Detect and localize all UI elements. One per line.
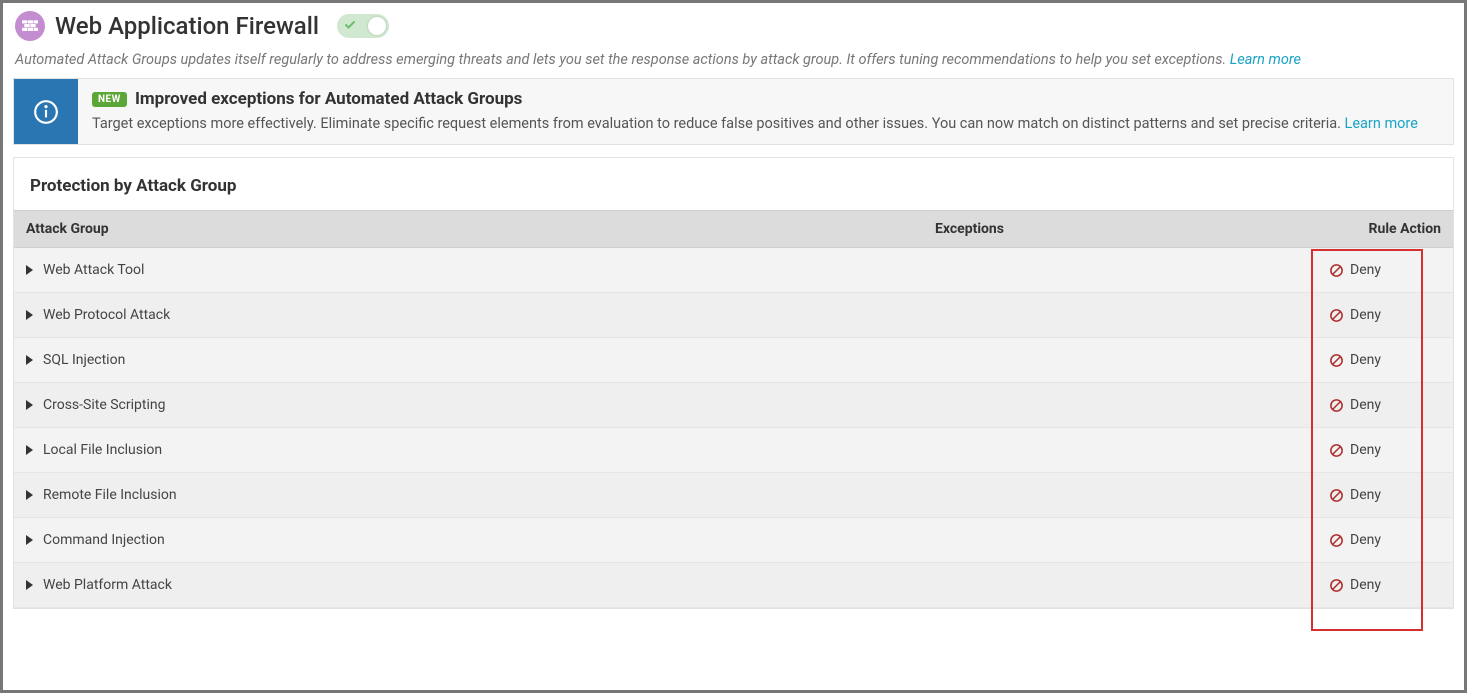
cell-attack-group: Remote File Inclusion (14, 473, 923, 517)
cell-rule-action[interactable]: Deny (1323, 473, 1453, 517)
deny-icon (1329, 353, 1344, 368)
check-icon (344, 19, 356, 35)
cell-attack-group: Command Injection (14, 518, 923, 562)
table-row[interactable]: Local File Inclusion Deny (14, 428, 1453, 473)
attack-group-panel: Protection by Attack Group Attack Group … (13, 157, 1454, 609)
attack-group-name: Web Attack Tool (43, 262, 144, 278)
cell-attack-group: SQL Injection (14, 338, 923, 382)
expand-caret-icon[interactable] (26, 580, 33, 590)
cell-exceptions (923, 346, 1323, 374)
table-header: Attack Group Exceptions Rule Action (14, 210, 1453, 248)
deny-icon (1329, 263, 1344, 278)
cell-exceptions (923, 571, 1323, 599)
table-row[interactable]: Cross-Site Scripting Deny (14, 383, 1453, 428)
rule-action-label: Deny (1350, 487, 1381, 503)
rule-action-label: Deny (1350, 262, 1381, 278)
page-subtext: Automated Attack Groups updates itself r… (3, 45, 1464, 78)
cell-rule-action[interactable]: Deny (1323, 338, 1453, 382)
page-header: Web Application Firewall (3, 11, 1464, 45)
page-title: Web Application Firewall (55, 12, 319, 40)
col-attack-group: Attack Group (14, 211, 923, 247)
cell-attack-group: Cross-Site Scripting (14, 383, 923, 427)
cell-rule-action[interactable]: Deny (1323, 383, 1453, 427)
banner-body: NEW Improved exceptions for Automated At… (78, 79, 1453, 144)
learn-more-link[interactable]: Learn more (1230, 51, 1301, 68)
cell-rule-action[interactable]: Deny (1323, 293, 1453, 337)
cell-exceptions (923, 301, 1323, 329)
expand-caret-icon[interactable] (26, 400, 33, 410)
expand-caret-icon[interactable] (26, 265, 33, 275)
cell-attack-group: Web Attack Tool (14, 248, 923, 292)
attack-group-name: Web Platform Attack (43, 577, 172, 593)
attack-group-name: Web Protocol Attack (43, 307, 170, 323)
table-row[interactable]: Web Protocol Attack Deny (14, 293, 1453, 338)
cell-exceptions (923, 481, 1323, 509)
cell-rule-action[interactable]: Deny (1323, 428, 1453, 472)
subtext-body: Automated Attack Groups updates itself r… (15, 51, 1230, 68)
rule-action-label: Deny (1350, 397, 1381, 413)
expand-caret-icon[interactable] (26, 490, 33, 500)
rule-action-label: Deny (1350, 352, 1381, 368)
table-body: Web Attack Tool Deny Web Protocol Attack De… (14, 248, 1453, 608)
cell-exceptions (923, 526, 1323, 554)
rule-action-label: Deny (1350, 307, 1381, 323)
cell-attack-group: Web Platform Attack (14, 563, 923, 607)
cell-exceptions (923, 256, 1323, 284)
new-badge: NEW (92, 92, 127, 107)
table-row[interactable]: Web Platform Attack Deny (14, 563, 1453, 608)
panel-heading: Protection by Attack Group (14, 158, 1453, 210)
cell-rule-action[interactable]: Deny (1323, 563, 1453, 607)
cell-attack-group: Local File Inclusion (14, 428, 923, 472)
attack-group-name: Command Injection (43, 532, 165, 548)
cell-rule-action[interactable]: Deny (1323, 248, 1453, 292)
expand-caret-icon[interactable] (26, 310, 33, 320)
table-row[interactable]: Remote File Inclusion Deny (14, 473, 1453, 518)
col-exceptions: Exceptions (923, 211, 1323, 247)
banner-desc: Target exceptions more effectively. Elim… (92, 115, 1439, 132)
cell-exceptions (923, 391, 1323, 419)
rule-action-label: Deny (1350, 577, 1381, 593)
deny-icon (1329, 578, 1344, 593)
attack-group-name: Local File Inclusion (43, 442, 162, 458)
deny-icon (1329, 443, 1344, 458)
deny-icon (1329, 308, 1344, 323)
rule-action-label: Deny (1350, 442, 1381, 458)
expand-caret-icon[interactable] (26, 355, 33, 365)
attack-group-name: Remote File Inclusion (43, 487, 177, 503)
attack-group-name: Cross-Site Scripting (43, 397, 165, 413)
deny-icon (1329, 488, 1344, 503)
table-row[interactable]: SQL Injection Deny (14, 338, 1453, 383)
waf-icon (15, 11, 45, 41)
expand-caret-icon[interactable] (26, 445, 33, 455)
col-rule-action: Rule Action (1323, 211, 1453, 247)
attack-group-name: SQL Injection (43, 352, 125, 368)
banner-title: Improved exceptions for Automated Attack… (135, 89, 522, 109)
cell-attack-group: Web Protocol Attack (14, 293, 923, 337)
cell-exceptions (923, 436, 1323, 464)
rule-action-label: Deny (1350, 532, 1381, 548)
toggle-thumb (368, 17, 386, 35)
deny-icon (1329, 533, 1344, 548)
table-row[interactable]: Web Attack Tool Deny (14, 248, 1453, 293)
expand-caret-icon[interactable] (26, 535, 33, 545)
cell-rule-action[interactable]: Deny (1323, 518, 1453, 562)
deny-icon (1329, 398, 1344, 413)
banner-learn-more-link[interactable]: Learn more (1345, 115, 1418, 132)
info-banner: NEW Improved exceptions for Automated At… (13, 78, 1454, 145)
waf-enable-toggle[interactable] (337, 14, 389, 38)
info-icon (14, 79, 78, 144)
table-row[interactable]: Command Injection Deny (14, 518, 1453, 563)
